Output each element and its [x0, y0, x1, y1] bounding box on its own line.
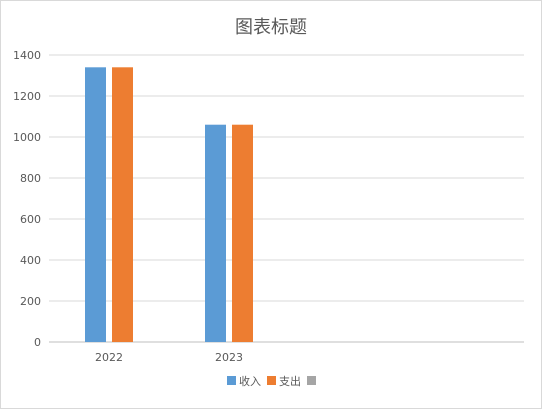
- x-axis-ticks: 2022 2023: [95, 351, 243, 364]
- y-tick-label: 1200: [13, 90, 41, 103]
- chart-title: 图表标题: [235, 17, 307, 38]
- x-tick-label: 2023: [215, 351, 243, 364]
- y-tick-label: 800: [20, 172, 41, 185]
- bar-支出-2022: [112, 67, 133, 343]
- bar-支出-2023: [232, 124, 253, 342]
- legend-label: 支出: [279, 374, 301, 388]
- bar-收入-2022: [85, 67, 106, 343]
- x-tick-label: 2022: [95, 351, 123, 364]
- legend-swatch: [227, 376, 236, 385]
- y-tick-label: 1400: [13, 49, 41, 62]
- legend-label: 收入: [239, 374, 261, 388]
- y-tick-label: 200: [20, 295, 41, 308]
- y-tick-label: 600: [20, 213, 41, 226]
- legend: 收入 支出: [227, 374, 316, 388]
- legend-swatch: [307, 376, 316, 385]
- y-tick-label: 0: [34, 336, 41, 349]
- legend-swatch: [267, 376, 276, 385]
- y-axis-ticks: 0 200 400 600 800 1000 1200 1400: [13, 49, 41, 349]
- y-tick-label: 1000: [13, 131, 41, 144]
- y-tick-label: 400: [20, 254, 41, 267]
- bar-收入-2023: [205, 124, 226, 342]
- bars: [85, 67, 253, 343]
